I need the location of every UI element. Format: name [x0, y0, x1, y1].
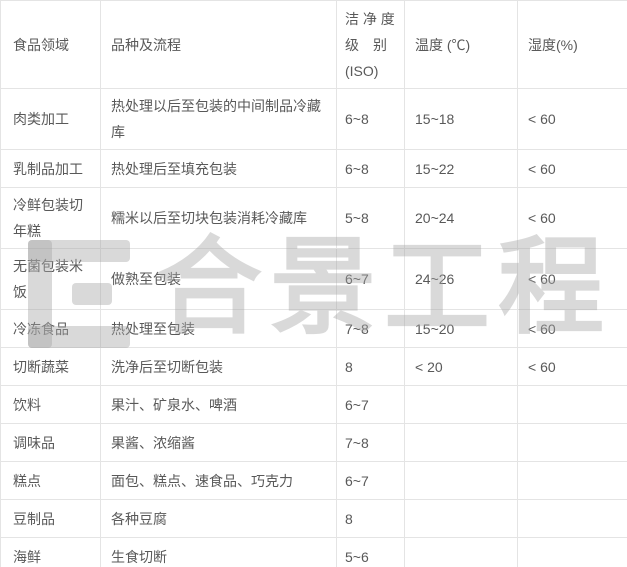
cell-temperature — [404, 537, 518, 567]
cell-process: 各种豆腐 — [100, 499, 337, 538]
cell-iso-level: 5~6 — [336, 537, 405, 567]
cell-food-domain: 肉类加工 — [0, 88, 101, 150]
table-row: 乳制品加工 热处理后至填充包装 6~8 15~22 < 60 — [0, 149, 627, 188]
cell-humidity: < 60 — [517, 309, 627, 348]
cell-temperature — [404, 461, 518, 500]
cell-humidity: < 60 — [517, 248, 627, 310]
header-temperature: 温度 (℃) — [404, 0, 518, 89]
cell-humidity: < 60 — [517, 149, 627, 188]
cell-humidity — [517, 499, 627, 538]
cell-temperature: 20~24 — [404, 187, 518, 249]
table-row: 冷冻食品 热处理至包装 7~8 15~20 < 60 — [0, 309, 627, 348]
cell-process: 生食切断 — [100, 537, 337, 567]
cell-process: 果汁、矿泉水、啤酒 — [100, 385, 337, 424]
header-iso-level: 洁 净 度 级 别 (ISO) — [336, 0, 405, 89]
header-humidity: 湿度(%) — [517, 0, 627, 89]
cell-food-domain: 海鲜 — [0, 537, 101, 567]
header-process: 品种及流程 — [100, 0, 337, 89]
cell-food-domain: 糕点 — [0, 461, 101, 500]
cell-iso-level: 6~7 — [336, 248, 405, 310]
cell-temperature: 15~20 — [404, 309, 518, 348]
cell-food-domain: 冷冻食品 — [0, 309, 101, 348]
table-row: 豆制品 各种豆腐 8 — [0, 499, 627, 538]
cell-food-domain: 调味品 — [0, 423, 101, 462]
table-row: 切断蔬菜 洗净后至切断包装 8 < 20 < 60 — [0, 347, 627, 386]
cell-humidity — [517, 385, 627, 424]
cell-humidity — [517, 461, 627, 500]
table-row: 调味品 果酱、浓缩酱 7~8 — [0, 423, 627, 462]
cell-iso-level: 5~8 — [336, 187, 405, 249]
cell-food-domain: 无菌包装米 饭 — [0, 248, 101, 310]
cell-food-domain: 冷鲜包装切 年糕 — [0, 187, 101, 249]
cell-process: 热处理至包装 — [100, 309, 337, 348]
cell-food-domain: 豆制品 — [0, 499, 101, 538]
table-row: 海鲜 生食切断 5~6 — [0, 537, 627, 567]
header-food-domain: 食品领域 — [0, 0, 101, 89]
cell-temperature — [404, 385, 518, 424]
cell-temperature: 24~26 — [404, 248, 518, 310]
cell-humidity: < 60 — [517, 347, 627, 386]
cell-iso-level: 6~8 — [336, 88, 405, 150]
table-row: 肉类加工 热处理以后至包装的中间制品冷藏 库 6~8 15~18 < 60 — [0, 88, 627, 150]
cell-process: 果酱、浓缩酱 — [100, 423, 337, 462]
cell-process: 热处理后至填充包装 — [100, 149, 337, 188]
cell-iso-level: 7~8 — [336, 309, 405, 348]
table-row: 饮料 果汁、矿泉水、啤酒 6~7 — [0, 385, 627, 424]
cell-food-domain: 乳制品加工 — [0, 149, 101, 188]
cell-process: 做熟至包装 — [100, 248, 337, 310]
cell-process: 洗净后至切断包装 — [100, 347, 337, 386]
cell-temperature: 15~18 — [404, 88, 518, 150]
cell-iso-level: 6~8 — [336, 149, 405, 188]
cell-iso-level: 6~7 — [336, 385, 405, 424]
cell-temperature: 15~22 — [404, 149, 518, 188]
cell-humidity: < 60 — [517, 88, 627, 150]
cell-food-domain: 切断蔬菜 — [0, 347, 101, 386]
cell-temperature — [404, 423, 518, 462]
cell-iso-level: 6~7 — [336, 461, 405, 500]
table-header-row: 食品领域 品种及流程 洁 净 度 级 别 (ISO) 温度 (℃) 湿度(%) — [0, 0, 627, 89]
cell-temperature — [404, 499, 518, 538]
cell-process: 面包、糕点、速食品、巧克力 — [100, 461, 337, 500]
cell-humidity — [517, 537, 627, 567]
cell-food-domain: 饮料 — [0, 385, 101, 424]
cell-humidity: < 60 — [517, 187, 627, 249]
cell-iso-level: 7~8 — [336, 423, 405, 462]
cell-process: 热处理以后至包装的中间制品冷藏 库 — [100, 88, 337, 150]
table-row: 糕点 面包、糕点、速食品、巧克力 6~7 — [0, 461, 627, 500]
cell-iso-level: 8 — [336, 347, 405, 386]
cell-process: 糯米以后至切块包装消耗冷藏库 — [100, 187, 337, 249]
cell-temperature: < 20 — [404, 347, 518, 386]
cell-iso-level: 8 — [336, 499, 405, 538]
table-row: 无菌包装米 饭 做熟至包装 6~7 24~26 < 60 — [0, 248, 627, 310]
table-row: 冷鲜包装切 年糕 糯米以后至切块包装消耗冷藏库 5~8 20~24 < 60 — [0, 187, 627, 249]
cell-humidity — [517, 423, 627, 462]
